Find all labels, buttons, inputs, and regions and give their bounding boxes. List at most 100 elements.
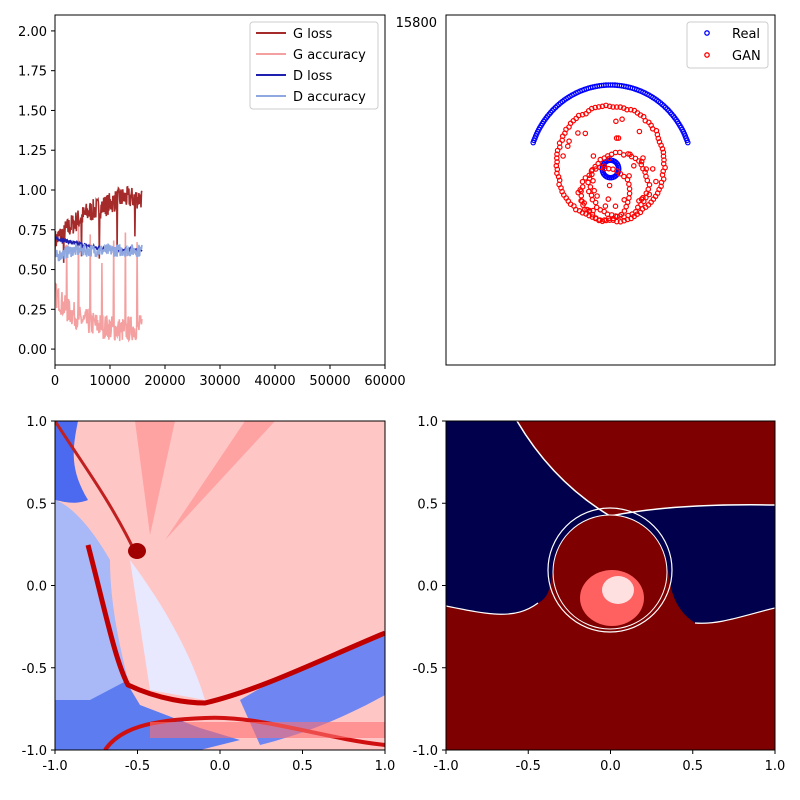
gan-point	[590, 153, 597, 159]
gan-point	[606, 155, 613, 162]
y-tick-label: 1.50	[18, 104, 47, 119]
gan-point	[602, 203, 609, 209]
gan-point	[621, 173, 627, 180]
gan-point	[582, 130, 589, 137]
y-tick-label: 2.00	[18, 25, 47, 40]
gan-point	[634, 204, 641, 211]
heatmap1-bottom-red-band	[150, 722, 385, 738]
x-tick-label: 60000	[364, 374, 405, 389]
x-tick-label: 0.0	[600, 759, 621, 774]
discriminator-heatmap-decision: -1.0-1.0 -0.5 -0.5 0.0 0.0 0.5 0.5 1.0 1.0	[413, 415, 786, 774]
gan-point	[636, 198, 642, 204]
x-tick-label: 1.0	[375, 759, 396, 774]
gan-point	[603, 102, 609, 109]
x-tick-label: 0.0	[210, 759, 231, 774]
real-point	[530, 139, 537, 146]
discriminator-heatmap-smooth: -1.0-1.0 -0.5 -0.5 0.0 0.0 0.5 0.5 1.0 1.0	[22, 415, 396, 774]
gan-point	[606, 182, 613, 189]
x-tick-label: -1.0	[433, 759, 458, 774]
gan-point	[649, 166, 656, 172]
y-tick-label: -1.0	[22, 744, 47, 759]
gan-point	[582, 175, 589, 181]
gan-point	[640, 194, 646, 201]
gan-point	[621, 208, 628, 214]
heatmap2-outer-ring	[547, 507, 673, 633]
loss-accuracy-chart: 0 10000 20000 30000 40000 50000 60000 0.00 0.25…	[18, 14, 406, 389]
gan-point	[646, 191, 653, 198]
scatter-legend-box	[686, 21, 769, 69]
gan-point	[575, 130, 581, 136]
series-line-g-accuracy	[55, 226, 143, 343]
legend-marker-gan	[704, 52, 710, 58]
gan-point	[662, 164, 668, 171]
gan-point	[560, 153, 566, 159]
gan-point	[618, 211, 625, 218]
gan-point	[590, 178, 596, 184]
x-tick-label: 10000	[89, 374, 130, 389]
gan-point	[564, 143, 571, 150]
heatmap2-central-core	[602, 576, 634, 604]
y-tick-label: 0.75	[18, 224, 47, 239]
scatter-points	[530, 82, 691, 225]
gan-point	[554, 147, 561, 154]
y-tick-label: 1.75	[18, 65, 47, 80]
gan-point	[588, 168, 595, 174]
heatmap1-left-pale-blue-region	[55, 500, 128, 700]
series-line-g-loss	[55, 185, 143, 263]
y-tick-label: 0.00	[18, 343, 47, 358]
gan-point	[583, 110, 589, 117]
heatmap1-diagonal-ridge	[55, 421, 137, 553]
gan-point	[613, 104, 620, 110]
y-tick-label: 0.5	[417, 497, 438, 512]
scatter-plot-frame	[445, 14, 776, 366]
gan-point	[645, 186, 652, 193]
gan-point	[590, 207, 596, 214]
x-tick-label: 1.0	[765, 759, 786, 774]
gan-point	[587, 184, 594, 190]
gan-point	[617, 104, 624, 110]
heatmap1-left-blue-region	[55, 540, 240, 750]
gan-point	[586, 207, 593, 214]
gan-point	[640, 155, 646, 161]
gan-point	[589, 214, 596, 220]
gan-point	[586, 172, 593, 179]
x-tick-label: 50000	[309, 374, 350, 389]
y-tick-label: 0.5	[26, 497, 47, 512]
gan-point	[635, 158, 642, 164]
heatmap1-upper-left-blue-region	[55, 421, 88, 503]
heatmap1-right-blue-region	[240, 636, 385, 745]
gan-point	[591, 187, 598, 194]
gan-point	[620, 105, 627, 111]
gan-point	[631, 107, 638, 114]
gan-point	[594, 193, 600, 199]
legend-label-real: Real	[732, 27, 760, 42]
gan-point	[606, 103, 613, 110]
y-tick-label: 1.00	[18, 184, 47, 199]
gan-point	[630, 163, 637, 169]
x-tick-label: 20000	[144, 374, 185, 389]
gan-point	[627, 106, 634, 113]
gan-point	[626, 173, 632, 179]
gan-point	[595, 104, 602, 110]
gan-point	[585, 179, 591, 186]
heatmap1-axes: -1.0-1.0 -0.5 -0.5 0.0 0.0 0.5 0.5 1.0 1.0	[22, 415, 396, 774]
y-tick-label: 1.25	[18, 144, 47, 159]
gan-point	[613, 218, 620, 225]
x-tick-label: 30000	[199, 374, 240, 389]
y-tick-label: -1.0	[413, 744, 438, 759]
x-tick-label: 0.5	[292, 759, 313, 774]
heatmap2-axes: -1.0-1.0 -0.5 -0.5 0.0 0.0 0.5 0.5 1.0 1.0	[413, 415, 786, 774]
x-tick-label: -0.5	[125, 759, 150, 774]
step-counter-label: 15800	[396, 16, 437, 31]
loss-x-axis: 0 10000 20000 30000 40000 50000 60000	[51, 365, 406, 389]
gan-point	[601, 165, 608, 172]
legend-label-d-accuracy: D accuracy	[293, 90, 366, 105]
gan-point	[605, 196, 612, 202]
scatter-legend: Real GAN	[686, 21, 769, 69]
y-tick-label: -0.5	[22, 662, 47, 677]
heatmap1-main-red-ridge	[85, 544, 385, 706]
gan-point	[619, 116, 625, 123]
gan-point	[566, 138, 572, 145]
gan-point	[653, 178, 659, 185]
heatmap1-center-pale-region	[130, 560, 205, 700]
